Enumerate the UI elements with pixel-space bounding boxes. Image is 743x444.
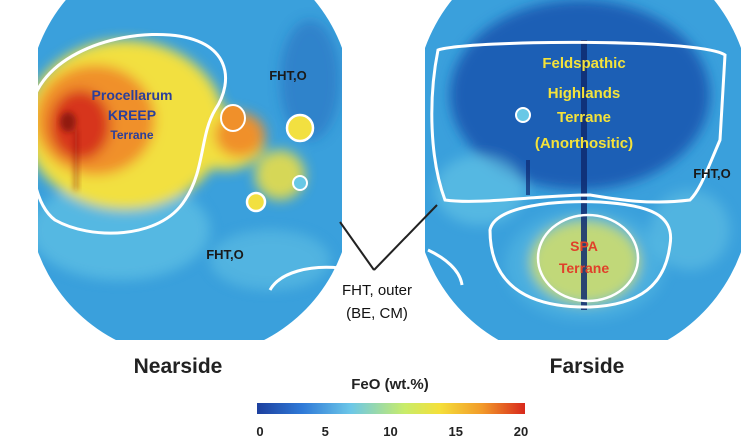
callout-label: FHT, outer (BE, CM) xyxy=(342,282,412,322)
callout-label-line-1: FHT, outer xyxy=(342,282,412,299)
spa-label: SPA Terrane xyxy=(559,238,610,276)
spa-label-line-1: SPA xyxy=(570,238,598,254)
crater-boundary-2 xyxy=(245,191,267,213)
colorbar-tick-0: 0 xyxy=(256,424,263,439)
outer-arc-boundary-far xyxy=(427,248,464,286)
colorbar-tick-15: 15 xyxy=(449,424,463,439)
colorbar-tick-5: 5 xyxy=(322,424,329,439)
callout-lines xyxy=(339,204,438,271)
procellarum-boundary xyxy=(28,32,228,235)
procellarum-label-line-1: Procellarum xyxy=(92,87,173,103)
farside-hemisphere xyxy=(425,0,741,340)
procellarum-label: Procellarum KREEP Terrane xyxy=(92,87,173,142)
nearside-caption: Nearside xyxy=(134,355,223,378)
nearside-hemisphere xyxy=(28,0,342,340)
crater-boundary-4 xyxy=(220,104,246,132)
fht-o-label-near-upper: FHT,O xyxy=(269,68,307,83)
crater-boundary-1 xyxy=(285,113,315,143)
spa-outer-boundary xyxy=(488,200,673,309)
highlands-label-line-4: (Anorthositic) xyxy=(535,135,633,152)
outer-arc-boundary-near xyxy=(268,265,341,291)
crater-boundary-3 xyxy=(292,175,308,191)
farside-caption: Farside xyxy=(550,355,625,378)
colorbar-tick-10: 10 xyxy=(383,424,397,439)
procellarum-label-line-2: KREEP xyxy=(108,107,156,123)
farside-crater xyxy=(515,107,531,123)
fht-o-label-far: FHT,O xyxy=(693,166,731,181)
colorbar-title: FeO (wt.%) xyxy=(351,376,429,393)
spa-inner-boundary xyxy=(536,213,640,303)
fht-o-label-near-lower: FHT,O xyxy=(206,247,244,262)
highlands-label: Feldspathic Highlands Terrane (Anorthosi… xyxy=(535,55,633,152)
colorbar-ticks: 0 5 10 15 20 xyxy=(256,424,528,439)
colorbar: FeO (wt.%) 0 5 10 15 20 xyxy=(256,376,528,439)
spa-label-line-2: Terrane xyxy=(559,260,610,276)
colorbar-gradient xyxy=(257,403,525,414)
highlands-boundary xyxy=(430,40,727,204)
highlands-label-line-3: Terrane xyxy=(557,109,611,126)
callout-label-line-2: (BE, CM) xyxy=(346,305,408,322)
highlands-label-line-2: Highlands xyxy=(548,85,621,102)
colorbar-tick-20: 20 xyxy=(514,424,528,439)
procellarum-label-line-3: Terrane xyxy=(110,128,153,142)
highlands-label-line-1: Feldspathic xyxy=(542,55,625,72)
